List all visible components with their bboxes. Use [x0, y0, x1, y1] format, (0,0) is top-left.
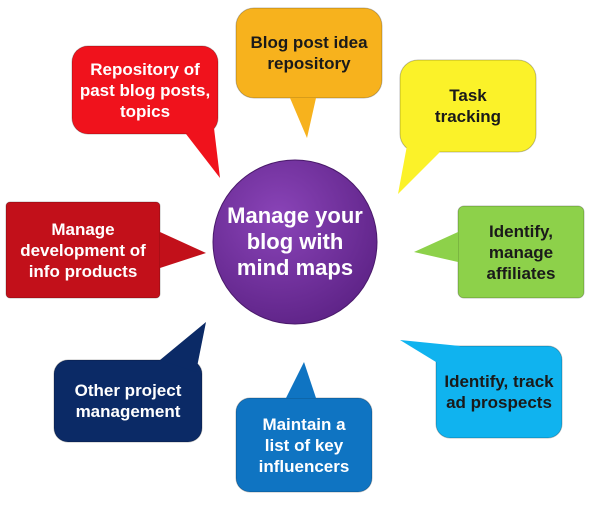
bubble-blog-post-idea-repository	[235, 7, 383, 138]
bubble-manage-info-products	[5, 201, 206, 299]
bubble-maintain-key-influencers	[235, 362, 373, 493]
bubble-tail-blog-post-idea-repository	[290, 98, 316, 138]
bubble-other-project-management	[53, 322, 206, 443]
node-label-other-project-management: Other project management	[74, 381, 182, 421]
bubble-tail-identify-track-ad-prospects	[400, 340, 460, 362]
node-label-blog-post-idea-repository: Blog post idea repository	[250, 33, 368, 73]
hub-label: Manage your blog with mind maps	[227, 203, 363, 280]
bubble-box-task-tracking	[399, 59, 537, 153]
bubble-tail-identify-manage-affiliates	[414, 232, 458, 262]
node-label-maintain-key-influencers: Maintain a list of key influencers	[258, 414, 350, 476]
node-label-repository-past-blog-posts: Repository of past blog posts, topics	[79, 59, 211, 121]
bubble-task-tracking	[398, 59, 537, 194]
bubble-tail-maintain-key-influencers	[286, 362, 316, 398]
bubble-box-repository-past-blog-posts	[71, 45, 219, 135]
bubble-identify-track-ad-prospects	[400, 340, 563, 439]
node-label-task-tracking: Task tracking	[434, 86, 502, 126]
bubble-tail-repository-past-blog-posts	[186, 128, 220, 178]
hub-circle	[212, 159, 378, 325]
bubble-repository-past-blog-posts	[71, 45, 220, 178]
bubble-box-identify-track-ad-prospects	[435, 345, 563, 439]
bubble-tail-other-project-management	[160, 322, 206, 372]
bubble-box-other-project-management	[53, 359, 203, 443]
bubble-tail-task-tracking	[398, 140, 440, 194]
bubble-tail-manage-info-products	[160, 232, 206, 268]
node-label-identify-manage-affiliates: Identify, manage affiliates	[486, 221, 556, 283]
node-label-manage-info-products: Manage development of info products	[20, 219, 146, 281]
bubble-identify-manage-affiliates	[414, 205, 585, 299]
node-label-identify-track-ad-prospects: Identify, track ad prospects	[444, 372, 554, 412]
